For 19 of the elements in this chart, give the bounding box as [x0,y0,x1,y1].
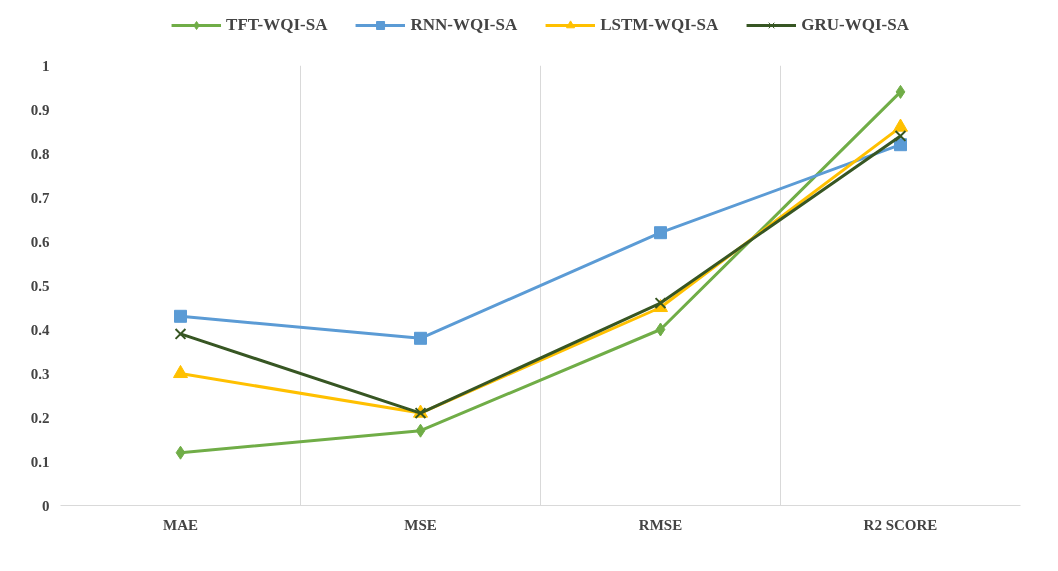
legend-label: GRU-WQI-SA [801,15,909,35]
y-tick-label: 0.2 [30,409,50,426]
y-tick-label: 0.5 [30,277,50,294]
x-tick-label: MAE [163,516,198,533]
x-tick-label: R2 SCORE [863,516,938,533]
y-tick-label: 0.4 [30,321,50,338]
y-tick-label: 0.9 [30,101,50,118]
x-tick-label: RMSE [638,516,683,533]
y-tick-label: 0.6 [30,233,50,250]
y-tick-label: 0 [42,497,50,514]
y-tick-label: 0.1 [30,453,50,470]
y-tick-label: 1 [42,57,50,74]
legend-label: TFT-WQI-SA [226,15,328,35]
x-tick-label: MSE [404,516,437,533]
legend-label: RNN-WQI-SA [410,15,518,35]
legend-label: LSTM-WQI-SA [600,15,719,35]
y-tick-label: 0.8 [30,145,50,162]
y-tick-label: 0.7 [30,189,50,206]
y-tick-label: 0.3 [30,365,50,382]
